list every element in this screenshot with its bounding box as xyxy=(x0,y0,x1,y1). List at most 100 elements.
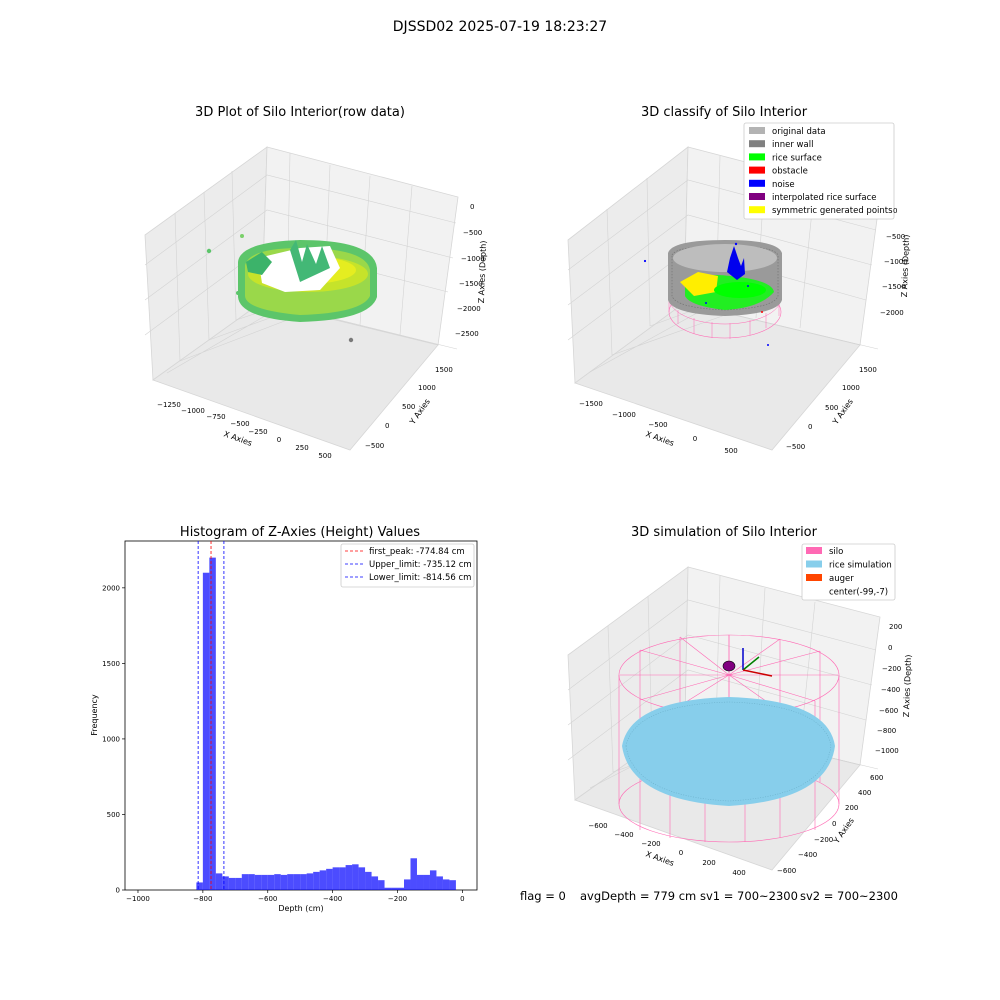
histogram-chart[interactable]: Histogram of Z-Axies (Height) Values −10… xyxy=(90,525,478,913)
histogram-bar xyxy=(358,867,366,890)
svg-text:−500: −500 xyxy=(230,420,249,428)
legend-label: Upper_limit: -735.12 cm xyxy=(369,560,472,570)
legend-label: original data xyxy=(772,127,826,137)
legend-label: silo xyxy=(829,547,843,557)
legend-swatch xyxy=(806,547,822,554)
raw-point-cloud xyxy=(206,234,377,343)
plot-classify-title: 3D classify of Silo Interior xyxy=(641,105,808,120)
histogram-bars xyxy=(196,557,456,890)
y-tick-label: 1000 xyxy=(102,735,120,743)
plot-simulation-legend: silo rice simulation auger center(-99,-7) xyxy=(801,543,896,601)
svg-text:0: 0 xyxy=(470,203,474,211)
plot-classify-y-ticks: −500 0 500 1000 1500 xyxy=(786,366,877,451)
plot-simulation-y-ticks: −600 −400 −200 0 200 400 600 xyxy=(777,774,883,875)
legend-label: auger xyxy=(829,574,854,584)
histogram-bar xyxy=(267,874,275,890)
svg-text:0: 0 xyxy=(888,644,892,652)
plot-classify-z-ticks: 0 −500 −1000 −1500 −2000 xyxy=(880,207,908,317)
legend-label: obstacle xyxy=(772,167,808,177)
histogram-ylabel: Frequency xyxy=(90,694,99,736)
legend-label: interpolated rice surface xyxy=(772,193,877,203)
svg-text:−250: −250 xyxy=(248,428,267,436)
histogram-legend: first_peak: -774.84 cm Upper_limit: -735.… xyxy=(340,543,475,588)
svg-text:−500: −500 xyxy=(365,442,384,450)
histogram-bar xyxy=(248,874,255,890)
histogram-bar xyxy=(274,874,281,890)
legend-label: center(-99,-7) xyxy=(829,588,888,598)
legend-swatch xyxy=(749,127,765,134)
svg-text:500: 500 xyxy=(318,452,331,460)
status-footer: flag = 0 avgDepth = 779 cm sv1 = 700~230… xyxy=(520,889,898,903)
legend-swatch xyxy=(749,153,765,161)
legend-label: inner wall xyxy=(772,140,813,150)
plot-raw-y-ticks: −500 0 500 1000 1500 xyxy=(365,366,453,450)
legend-swatch xyxy=(749,166,765,174)
histogram-bar xyxy=(254,874,262,890)
classified-point-cloud xyxy=(643,240,782,346)
svg-text:500: 500 xyxy=(402,403,415,411)
plot-simulation-3d[interactable]: 3D simulation of Silo Interior xyxy=(567,525,913,877)
svg-text:400: 400 xyxy=(732,869,745,877)
svg-text:−750: −750 xyxy=(206,413,225,421)
histogram-bar xyxy=(326,868,333,890)
svg-text:0: 0 xyxy=(808,423,812,431)
svg-text:−500: −500 xyxy=(886,233,905,241)
histogram-bar xyxy=(391,887,398,890)
flag-text: flag = 0 xyxy=(520,889,566,903)
svg-text:−1250: −1250 xyxy=(157,401,181,409)
svg-text:−1000: −1000 xyxy=(461,255,485,263)
svg-text:−600: −600 xyxy=(588,822,607,830)
legend-swatch xyxy=(806,574,822,581)
histogram-bar xyxy=(222,876,229,890)
y-tick-label: 0 xyxy=(116,887,120,895)
legend-swatch xyxy=(749,193,765,200)
svg-text:−600: −600 xyxy=(777,867,796,875)
svg-text:600: 600 xyxy=(870,774,883,782)
histogram-bar xyxy=(365,871,372,890)
svg-text:−2000: −2000 xyxy=(880,309,904,317)
svg-text:−200: −200 xyxy=(814,836,833,844)
legend-label: Lower_limit: -814.56 cm xyxy=(369,573,471,583)
plot-raw-3d[interactable]: 3D Plot of Silo Interior(row data) xyxy=(144,105,488,460)
plot-classify-3d[interactable]: 3D classify of Silo Interior xyxy=(567,105,911,455)
plot-raw-title: 3D Plot of Silo Interior(row data) xyxy=(195,105,405,120)
histogram-bar xyxy=(384,887,392,890)
y-tick-label: 2000 xyxy=(102,584,120,592)
histogram-bar xyxy=(202,572,210,890)
histogram-bar xyxy=(404,879,411,890)
x-tick-label: −800 xyxy=(193,895,212,903)
histogram-xlabel: Depth (cm) xyxy=(278,904,323,913)
svg-text:−500: −500 xyxy=(786,443,805,451)
plot-raw-z-ticks: 0 −500 −1000 −1500 −2000 −2500 xyxy=(455,203,485,338)
plot-raw-zlabel: Z Axies (Depth) xyxy=(477,240,488,303)
histogram-bar xyxy=(397,887,405,890)
axes-grid xyxy=(144,152,458,374)
plot-simulation-z-ticks: 200 0 −200 −400 −600 −800 −1000 xyxy=(875,623,902,755)
sv2-text: sv2 = 700~2300 xyxy=(800,889,898,903)
svg-text:−200: −200 xyxy=(882,665,901,673)
svg-text:−1000: −1000 xyxy=(884,258,908,266)
histogram-y-ticks: 0 500 1000 1500 2000 xyxy=(102,584,125,895)
histogram-bar xyxy=(319,870,327,890)
svg-text:1000: 1000 xyxy=(418,384,436,392)
svg-text:1500: 1500 xyxy=(859,366,877,374)
plot-raw-ylabel: Y Axies xyxy=(407,397,432,427)
plot-raw-x-ticks: −1250 −1000 −750 −500 −250 0 250 500 xyxy=(157,401,332,460)
svg-text:−2500: −2500 xyxy=(455,330,479,338)
histogram-bar xyxy=(228,877,236,890)
sv1-text: sv1 = 700~2300 xyxy=(700,889,798,903)
svg-text:−500: −500 xyxy=(648,421,667,429)
histogram-bar xyxy=(280,874,288,890)
x-tick-label: −200 xyxy=(388,895,407,903)
x-tick-label: 0 xyxy=(460,895,464,903)
histogram-bar xyxy=(332,867,340,890)
legend-label: symmetric generated points xyxy=(772,206,893,216)
histogram-bar xyxy=(215,873,223,890)
svg-text:−400: −400 xyxy=(881,686,900,694)
histogram-bar xyxy=(241,874,249,890)
svg-text:−1000: −1000 xyxy=(612,411,636,419)
legend-swatch xyxy=(749,179,765,187)
svg-text:0: 0 xyxy=(385,422,389,430)
plot-simulation-x-ticks: −600 −400 −200 0 200 400 xyxy=(588,822,745,877)
histogram-bar xyxy=(313,871,320,890)
